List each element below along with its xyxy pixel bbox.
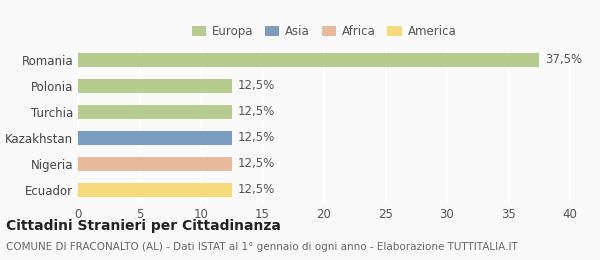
Text: 12,5%: 12,5% <box>238 105 275 118</box>
Text: 12,5%: 12,5% <box>238 183 275 196</box>
Text: 12,5%: 12,5% <box>238 79 275 92</box>
Text: COMUNE DI FRACONALTO (AL) - Dati ISTAT al 1° gennaio di ogni anno - Elaborazione: COMUNE DI FRACONALTO (AL) - Dati ISTAT a… <box>6 242 518 252</box>
Bar <box>78 131 232 145</box>
Legend: Europa, Asia, Africa, America: Europa, Asia, Africa, America <box>192 25 456 38</box>
Text: 37,5%: 37,5% <box>545 53 583 66</box>
Bar <box>78 157 232 171</box>
Text: Cittadini Stranieri per Cittadinanza: Cittadini Stranieri per Cittadinanza <box>6 219 281 233</box>
Bar <box>78 53 539 67</box>
Text: 12,5%: 12,5% <box>238 131 275 144</box>
Bar <box>78 105 232 119</box>
Bar <box>78 183 232 197</box>
Bar <box>78 79 232 93</box>
Text: 12,5%: 12,5% <box>238 157 275 170</box>
